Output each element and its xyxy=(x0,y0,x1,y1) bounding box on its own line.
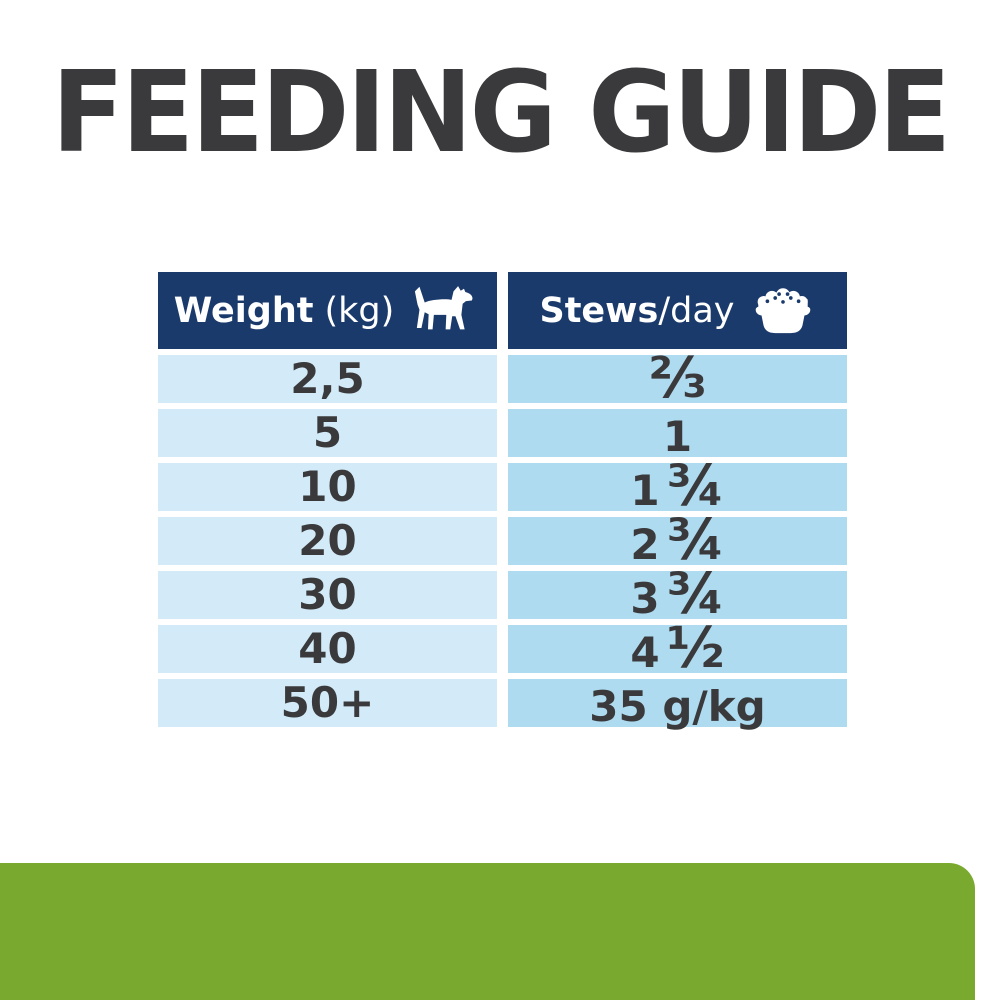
weight-cell: 40 xyxy=(158,625,497,673)
pet-bowl-icon xyxy=(755,287,810,333)
weight-cell: 10 xyxy=(158,463,497,511)
stews-header-label: Stews xyxy=(539,290,659,331)
weight-cell: 20 xyxy=(158,517,497,565)
dog-icon xyxy=(415,285,473,329)
weight-cell: 50+ xyxy=(158,679,497,727)
stews-cell: 1 xyxy=(508,409,847,461)
weight-header-cell: Weight (kg) xyxy=(158,272,497,349)
weight-cell: 30 xyxy=(158,571,497,619)
stews-unit-label: /day xyxy=(658,290,735,331)
stews-header-cell: Stews /day xyxy=(508,272,847,349)
weight-cell: 2,5 xyxy=(158,355,497,403)
weight-header-label: Weight xyxy=(173,290,314,331)
feeding-guide-table: Weight (kg) Stews /day xyxy=(158,272,847,731)
stews-cell: ⅔ xyxy=(508,351,847,407)
weight-unit-label: (kg) xyxy=(324,290,395,331)
weight-cell: 5 xyxy=(158,409,497,457)
page-title: FEEDING GUIDE xyxy=(51,48,952,178)
stews-cell: 35 g/kg xyxy=(508,679,847,731)
green-footer-bar xyxy=(0,863,975,1000)
